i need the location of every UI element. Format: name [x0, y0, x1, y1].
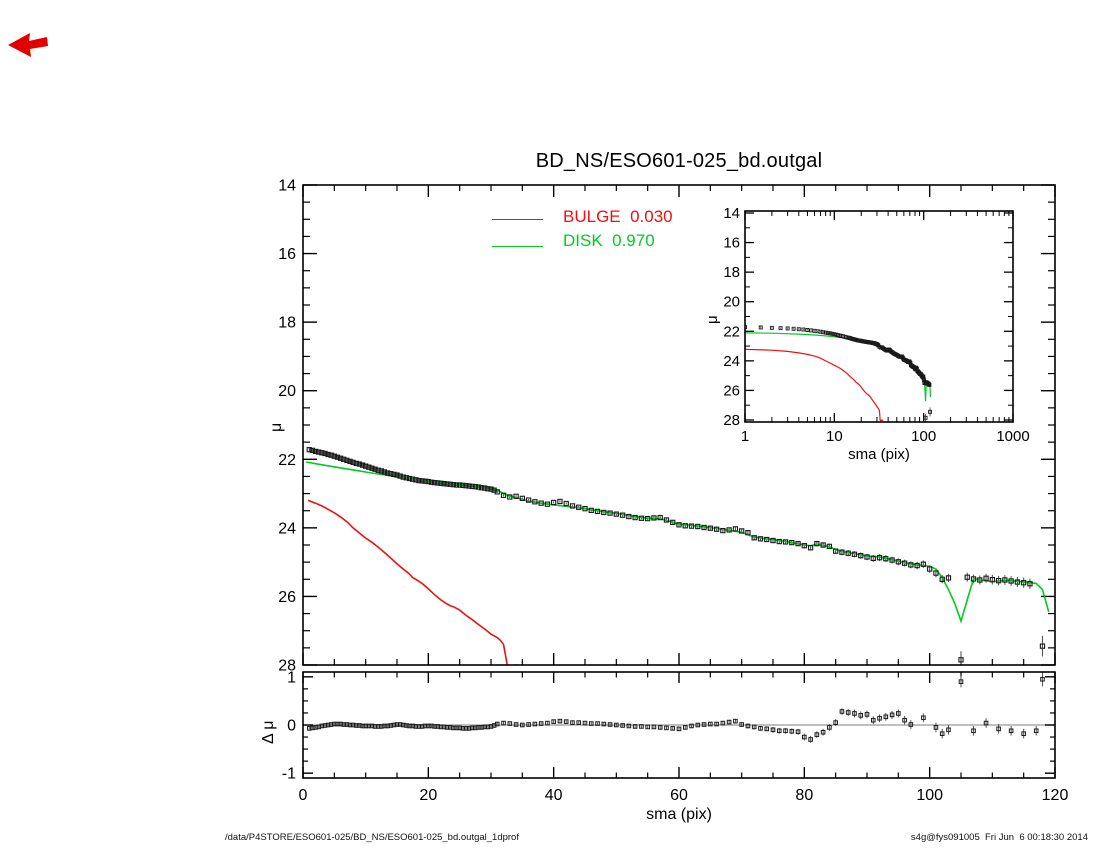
svg-text:20: 20: [723, 294, 740, 311]
residual-axis-tick-labels: 0 20 40 60 80 100 120-101: [282, 669, 1069, 804]
svg-text:24: 24: [278, 520, 296, 537]
svg-text:80: 80: [795, 787, 813, 804]
svg-text:1: 1: [287, 669, 296, 686]
main-plot-frame: [302, 184, 1056, 666]
main-observed-errorbars: [308, 447, 1044, 665]
legend-bulge-line: [492, 219, 543, 220]
inset-bulge-line: [745, 348, 884, 422]
svg-text:28: 28: [278, 658, 296, 675]
footer-user-timestamp: s4g@fys091005 Fri Jun 6 00:18:30 2014: [910, 832, 1088, 843]
svg-text:16: 16: [723, 235, 740, 252]
svg-text:22: 22: [723, 323, 740, 340]
svg-text:20: 20: [419, 787, 437, 804]
residual-plot-frame: [302, 671, 1056, 779]
bottom-x-axis-label: sma (pix): [646, 806, 712, 823]
inset-x-axis-label: sma (pix): [848, 446, 910, 463]
svg-text:18: 18: [278, 315, 296, 332]
inset-axis-ticks: [744, 211, 1014, 422]
main-observed-markers: [306, 447, 1046, 663]
svg-text:28: 28: [723, 412, 740, 429]
svg-text:1000: 1000: [996, 428, 1029, 445]
residual-markers: [306, 676, 1045, 742]
svg-text:0: 0: [287, 718, 296, 735]
svg-text:100: 100: [911, 428, 936, 445]
svg-text:14: 14: [278, 178, 296, 195]
svg-text:26: 26: [723, 382, 740, 399]
svg-text:40: 40: [545, 787, 563, 804]
svg-text:-1: -1: [282, 766, 296, 783]
main-disk-line: [305, 461, 1050, 624]
inset-axis-tick-labels: 1 10 100 1000 14 16 18 20 22 24 26 28: [723, 205, 1029, 445]
inset-plot-frame: [744, 210, 1014, 423]
main-axis-tick-labels: 14 16 18 20 22 24 26 28: [278, 178, 296, 675]
svg-text:120: 120: [1042, 787, 1069, 804]
svg-text:20: 20: [278, 383, 296, 400]
svg-text:24: 24: [723, 353, 740, 370]
residual-axis-ticks: [302, 672, 1056, 778]
svg-text:26: 26: [278, 589, 296, 606]
svg-text:14: 14: [723, 205, 740, 222]
annotation-arrow-icon: [8, 33, 48, 57]
svg-text:100: 100: [916, 787, 943, 804]
legend-disk-label: DISK 0.970: [563, 231, 655, 250]
main-bulge-line: [307, 499, 520, 665]
svg-text:1: 1: [741, 428, 749, 445]
svg-text:22: 22: [278, 452, 296, 469]
residual-errorbars: [308, 672, 1043, 743]
svg-text:10: 10: [826, 428, 843, 445]
footer-file-path: /data/P4STORE/ESO601-025/BD_NS/ESO601-02…: [225, 832, 519, 843]
svg-text:0: 0: [299, 787, 308, 804]
chart-title: BD_NS/ESO601-025_bd.outgal: [535, 150, 823, 172]
svg-text:60: 60: [670, 787, 688, 804]
legend-disk-line: [492, 246, 543, 247]
svg-text:16: 16: [278, 246, 296, 263]
legend-bulge-label: BULGE 0.030: [563, 207, 673, 226]
inset-observed-markers: [745, 325, 933, 420]
svg-text:18: 18: [723, 264, 740, 281]
